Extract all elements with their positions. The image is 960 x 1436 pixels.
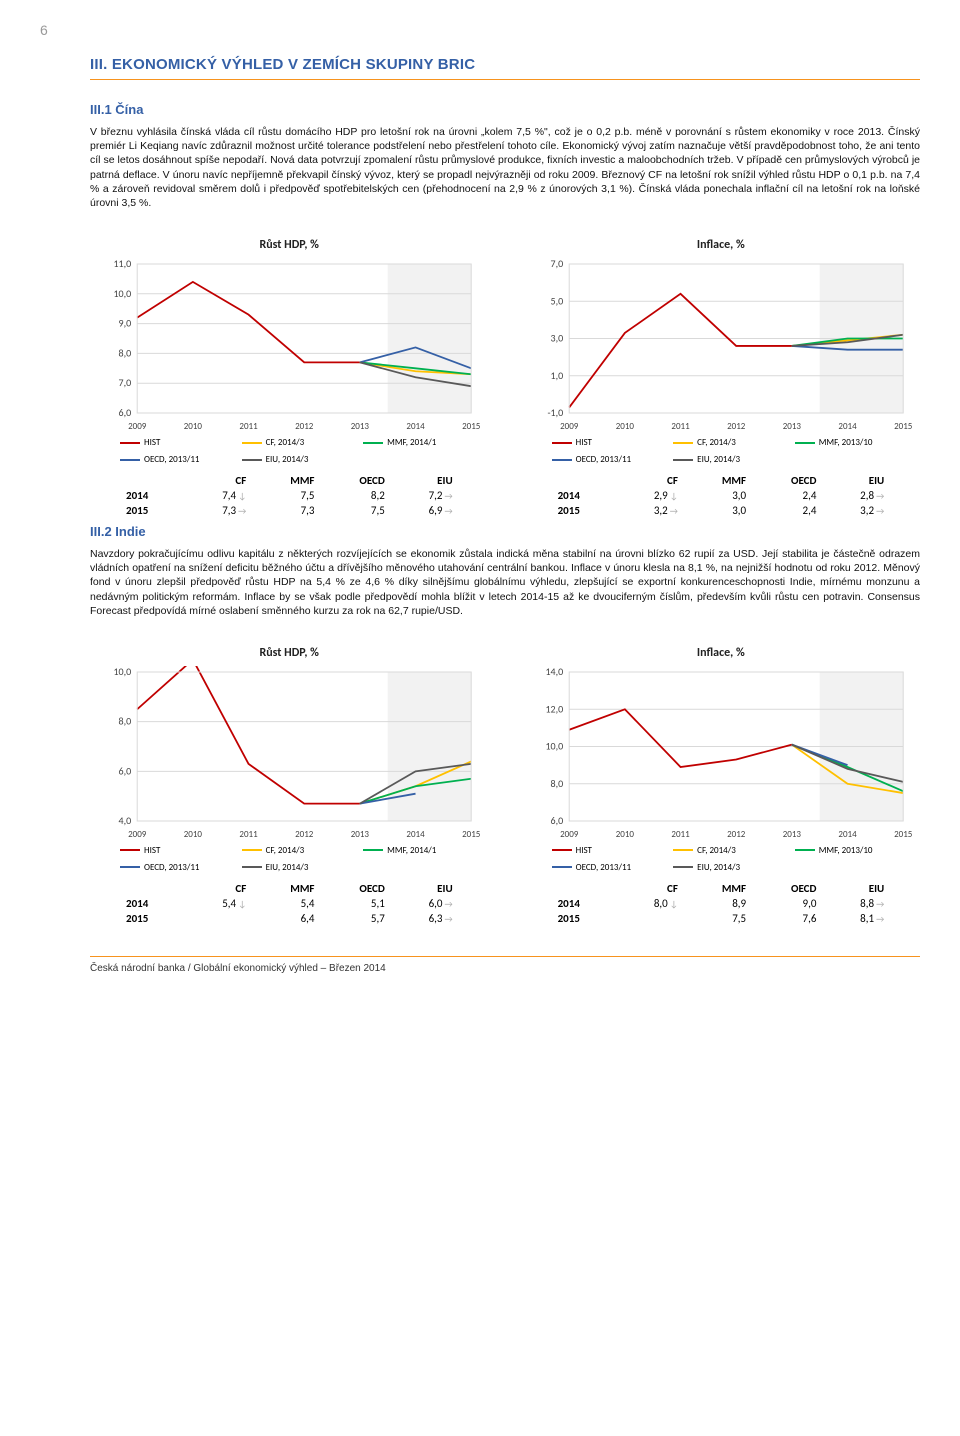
chart-title: Inflace, % bbox=[522, 646, 920, 660]
svg-text:-1,0: -1,0 bbox=[547, 406, 563, 419]
svg-text:2014: 2014 bbox=[838, 829, 857, 840]
svg-text:9,0: 9,0 bbox=[119, 317, 132, 330]
svg-text:2015: 2015 bbox=[462, 829, 481, 840]
legend-item: MMF, 2013/10 bbox=[795, 437, 917, 448]
legend-item: HIST bbox=[552, 437, 674, 448]
china-inf-block: Inflace, % -1,0 1,0 3,0 5,0 7,0 2009 2010 2011 2… bbox=[522, 238, 920, 518]
svg-text:6,0: 6,0 bbox=[550, 814, 563, 827]
svg-text:2014: 2014 bbox=[406, 829, 425, 840]
section2-body: Navzdory pokračujícímu odlivu kapitálu z… bbox=[90, 547, 920, 618]
svg-text:2011: 2011 bbox=[671, 829, 690, 840]
india-inf-chart: 6,0 8,0 10,0 12,0 14,0 2009 2010 2011 2012 2013 20… bbox=[522, 666, 920, 841]
legend-item: MMF, 2014/1 bbox=[363, 437, 485, 448]
legend-item: EIU, 2014/3 bbox=[673, 862, 795, 873]
chart-title: Růst HDP, % bbox=[90, 238, 488, 252]
svg-text:8,0: 8,0 bbox=[550, 777, 563, 790]
page-number: 6 bbox=[40, 0, 68, 38]
legend: HISTCF, 2014/3MMF, 2014/1 OECD, 2013/11EI… bbox=[120, 437, 488, 465]
svg-text:5,0: 5,0 bbox=[550, 294, 563, 307]
svg-text:14,0: 14,0 bbox=[545, 666, 563, 678]
svg-text:10,0: 10,0 bbox=[113, 287, 131, 300]
svg-text:2011: 2011 bbox=[239, 421, 258, 432]
forecast-table: CFMMFOECDEIU20145,4↓5,45,16,0→20156,45,7… bbox=[120, 881, 459, 926]
chart-title: Růst HDP, % bbox=[90, 646, 488, 660]
svg-text:1,0: 1,0 bbox=[550, 369, 563, 382]
svg-text:2010: 2010 bbox=[615, 421, 634, 432]
legend-item: EIU, 2014/3 bbox=[673, 454, 795, 465]
forecast-table: CFMMFOECDEIU20148,0↓8,99,08,8→20157,57,6… bbox=[552, 881, 891, 926]
legend-item: OECD, 2013/11 bbox=[120, 862, 242, 873]
svg-text:2011: 2011 bbox=[239, 829, 258, 840]
svg-text:2010: 2010 bbox=[615, 829, 634, 840]
svg-text:6,0: 6,0 bbox=[119, 406, 132, 419]
header-rule: III. EKONOMICKÝ VÝHLED V ZEMÍCH SKUPINY … bbox=[90, 38, 920, 80]
legend-item: EIU, 2014/3 bbox=[242, 454, 364, 465]
india-gdp-chart: 4,0 6,0 8,0 10,0 2009 2010 2011 2012 2013 2014 201… bbox=[90, 666, 488, 841]
svg-text:2009: 2009 bbox=[560, 421, 579, 432]
legend-item: CF, 2014/3 bbox=[673, 845, 795, 856]
legend-item: EIU, 2014/3 bbox=[242, 862, 364, 873]
legend-item: MMF, 2014/1 bbox=[363, 845, 485, 856]
legend-item: CF, 2014/3 bbox=[242, 845, 364, 856]
svg-text:2009: 2009 bbox=[128, 421, 147, 432]
svg-text:12,0: 12,0 bbox=[545, 702, 563, 715]
svg-text:2010: 2010 bbox=[184, 829, 203, 840]
china-gdp-chart: 6,0 7,0 8,0 9,0 10,0 11,0 2009 2010 2011 2012 2013… bbox=[90, 258, 488, 433]
svg-text:2012: 2012 bbox=[727, 829, 746, 840]
svg-text:8,0: 8,0 bbox=[119, 715, 132, 728]
section1-body: V březnu vyhlásila čínská vláda cíl růst… bbox=[90, 125, 920, 210]
svg-text:2014: 2014 bbox=[838, 421, 857, 432]
legend-item: OECD, 2013/11 bbox=[552, 862, 674, 873]
legend: HISTCF, 2014/3MMF, 2013/10 OECD, 2013/11E… bbox=[552, 437, 920, 465]
footer-rule: Česká národní banka / Globální ekonomick… bbox=[90, 956, 920, 974]
svg-text:4,0: 4,0 bbox=[119, 814, 132, 827]
legend-item: HIST bbox=[120, 845, 242, 856]
svg-text:2012: 2012 bbox=[295, 421, 314, 432]
svg-text:2015: 2015 bbox=[894, 829, 913, 840]
india-gdp-block: Růst HDP, % 4,0 6,0 8,0 10,0 2009 2010 2011 201… bbox=[90, 646, 488, 926]
svg-text:2011: 2011 bbox=[671, 421, 690, 432]
svg-text:2012: 2012 bbox=[727, 421, 746, 432]
legend-item: CF, 2014/3 bbox=[673, 437, 795, 448]
svg-text:2013: 2013 bbox=[351, 829, 370, 840]
china-gdp-block: Růst HDP, % 6,0 7,0 8,0 9,0 10,0 11,0 2009 2010… bbox=[90, 238, 488, 518]
india-inf-block: Inflace, % 6,0 8,0 10,0 12,0 14,0 2009 2010 201… bbox=[522, 646, 920, 926]
svg-text:8,0: 8,0 bbox=[119, 346, 132, 359]
legend-item: CF, 2014/3 bbox=[242, 437, 364, 448]
legend-item: HIST bbox=[120, 437, 242, 448]
svg-text:2013: 2013 bbox=[782, 829, 801, 840]
forecast-table: CFMMFOECDEIU20147,4↓7,58,27,2→20157,3→7,… bbox=[120, 473, 459, 518]
forecast-table: CFMMFOECDEIU20142,9↓3,02,42,8→20153,2→3,… bbox=[552, 473, 891, 518]
svg-text:3,0: 3,0 bbox=[550, 332, 563, 345]
legend: HISTCF, 2014/3MMF, 2014/1 OECD, 2013/11EI… bbox=[120, 845, 488, 873]
svg-text:2013: 2013 bbox=[351, 421, 370, 432]
svg-text:2012: 2012 bbox=[295, 829, 314, 840]
china-inf-chart: -1,0 1,0 3,0 5,0 7,0 2009 2010 2011 2012 2013 2014… bbox=[522, 258, 920, 433]
svg-text:11,0: 11,0 bbox=[113, 258, 131, 270]
svg-text:2013: 2013 bbox=[782, 421, 801, 432]
section1-heading: III.1 Čína bbox=[90, 102, 920, 117]
legend-item: OECD, 2013/11 bbox=[120, 454, 242, 465]
chart-title: Inflace, % bbox=[522, 238, 920, 252]
svg-text:2009: 2009 bbox=[128, 829, 147, 840]
svg-text:2015: 2015 bbox=[894, 421, 913, 432]
legend-item: MMF, 2013/10 bbox=[795, 845, 917, 856]
svg-text:2010: 2010 bbox=[184, 421, 203, 432]
svg-text:6,0: 6,0 bbox=[119, 764, 132, 777]
svg-text:7,0: 7,0 bbox=[550, 258, 563, 270]
main-heading: III. EKONOMICKÝ VÝHLED V ZEMÍCH SKUPINY … bbox=[90, 56, 920, 73]
svg-text:10,0: 10,0 bbox=[113, 666, 131, 678]
svg-text:2009: 2009 bbox=[560, 829, 579, 840]
legend-item: HIST bbox=[552, 845, 674, 856]
legend: HISTCF, 2014/3MMF, 2013/10 OECD, 2013/11E… bbox=[552, 845, 920, 873]
section2-heading: III.2 Indie bbox=[90, 524, 920, 539]
svg-text:10,0: 10,0 bbox=[545, 739, 563, 752]
svg-text:2015: 2015 bbox=[462, 421, 481, 432]
footer-text: Česká národní banka / Globální ekonomick… bbox=[90, 963, 386, 974]
svg-text:7,0: 7,0 bbox=[119, 376, 132, 389]
svg-text:2014: 2014 bbox=[406, 421, 425, 432]
legend-item: OECD, 2013/11 bbox=[552, 454, 674, 465]
